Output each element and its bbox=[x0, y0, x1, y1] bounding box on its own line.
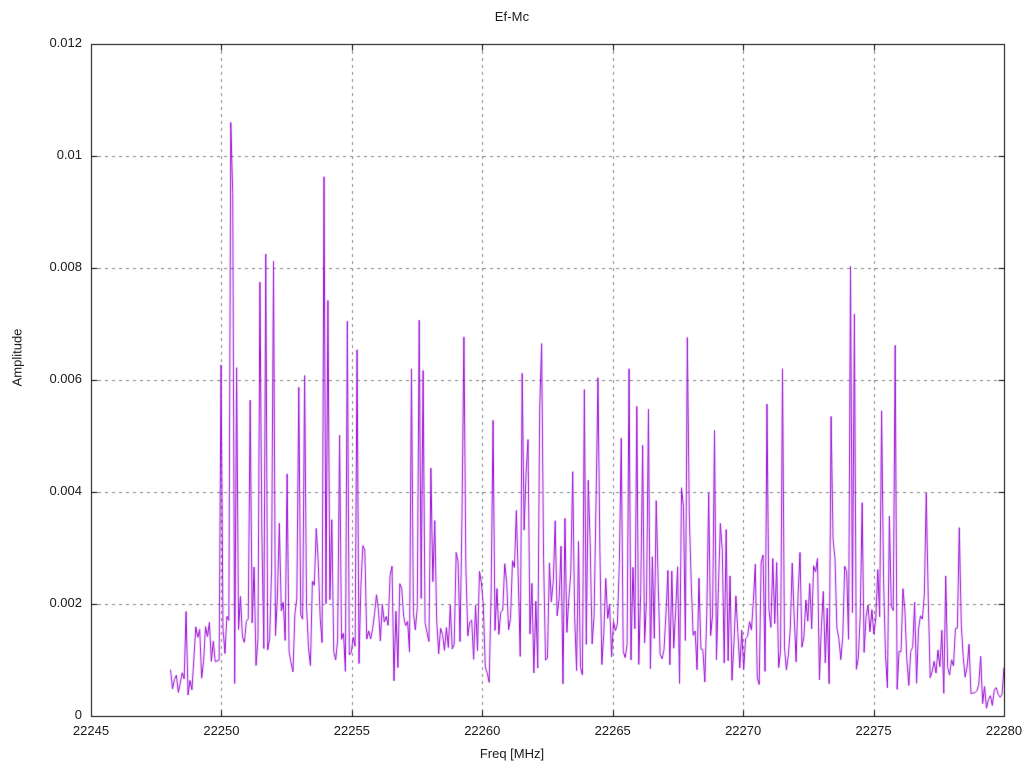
y-tick-label: 0.002 bbox=[49, 595, 82, 610]
x-tick-label: 22280 bbox=[985, 723, 1023, 738]
x-tick-label: 22250 bbox=[203, 723, 240, 738]
y-tick-label: 0 bbox=[74, 707, 82, 722]
y-tick-label: 0.01 bbox=[56, 147, 82, 162]
x-tick-label: 22270 bbox=[725, 723, 762, 738]
y-tick-label: 0.004 bbox=[49, 483, 82, 498]
y-tick-label: 0.006 bbox=[49, 371, 82, 386]
x-tick-label: 22265 bbox=[594, 723, 631, 738]
x-tick-label: 22255 bbox=[333, 723, 370, 738]
x-tick-label: 22275 bbox=[855, 723, 892, 738]
x-axis-label: Freq [MHz] bbox=[479, 746, 545, 761]
x-tick-label: 22245 bbox=[72, 723, 110, 738]
y-tick-label: 0.012 bbox=[49, 35, 82, 50]
y-axis-label: Amplitude bbox=[9, 328, 25, 387]
x-tick-label: 22260 bbox=[464, 723, 501, 738]
y-tick-label: 0.008 bbox=[49, 259, 82, 274]
